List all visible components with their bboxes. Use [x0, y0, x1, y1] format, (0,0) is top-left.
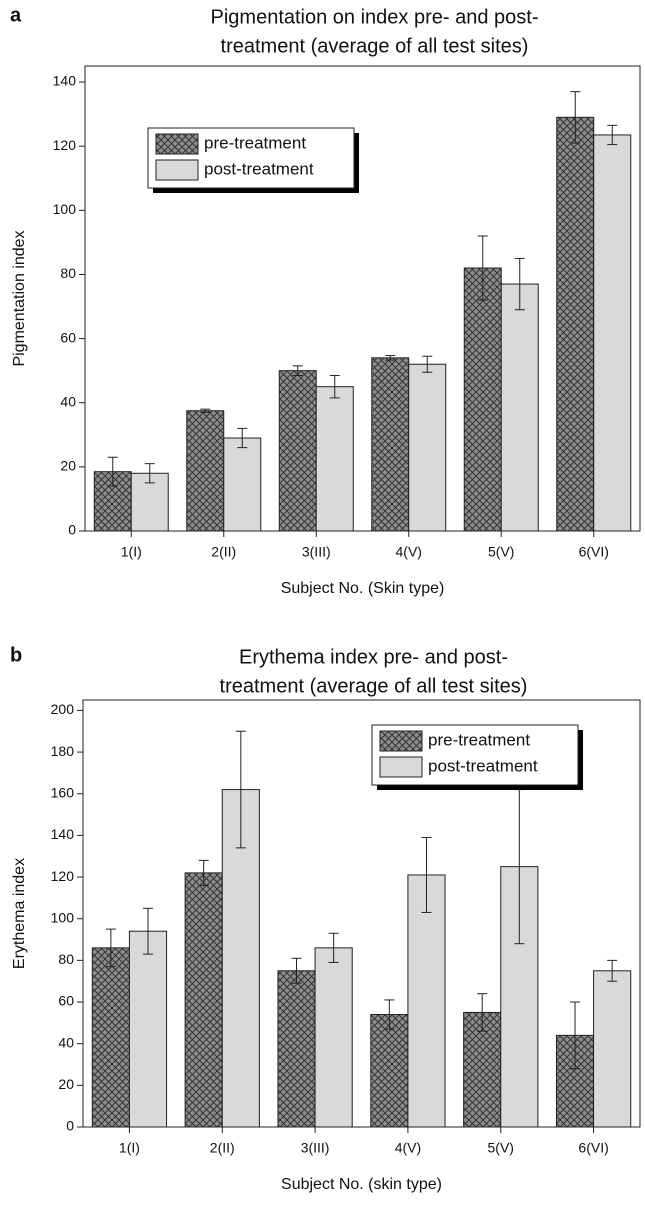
y-tick-label: 20: [60, 458, 76, 474]
bar: [593, 134, 632, 532]
chart-title: Pigmentation on index pre- and post-: [211, 6, 539, 28]
error-bar: [607, 124, 618, 146]
bar: [371, 357, 410, 532]
bar: [91, 947, 130, 1128]
x-tick-label: 5(V): [488, 544, 514, 560]
error-bar: [385, 355, 396, 361]
bar: [593, 970, 632, 1128]
chart-title: treatment (average of all test sites): [221, 35, 529, 57]
error-bar: [328, 932, 339, 963]
y-tick-label: 180: [51, 743, 75, 759]
error-bar: [421, 836, 432, 913]
error-bar: [291, 957, 302, 984]
x-tick-label: 3(III): [302, 544, 331, 560]
legend-swatch: [379, 756, 423, 778]
x-tick-label: 3(III): [301, 1140, 330, 1156]
y-tick-label: 80: [58, 951, 74, 967]
plot-frame: [84, 65, 641, 532]
bar: [278, 370, 317, 532]
legend-label: pre-treatment: [428, 730, 530, 749]
bar: [184, 872, 223, 1128]
y-tick-label: 140: [53, 73, 77, 89]
bar: [500, 283, 539, 532]
error-bar: [607, 959, 618, 982]
legend-label: pre-treatment: [204, 133, 306, 152]
error-bar: [384, 999, 395, 1030]
error-bar: [107, 456, 118, 487]
bar: [315, 386, 354, 532]
x-tick-label: 2(II): [210, 1140, 235, 1156]
bar: [408, 363, 447, 532]
x-tick-label: 6(VI): [579, 544, 609, 560]
error-bar: [514, 257, 525, 311]
y-tick-label: 120: [53, 137, 77, 153]
y-tick-label: 0: [66, 1118, 74, 1134]
bar: [370, 1014, 409, 1128]
y-tick-label: 60: [60, 329, 76, 345]
y-tick-label: 40: [58, 1034, 74, 1050]
error-bar: [329, 374, 340, 399]
bar: [223, 437, 262, 532]
x-tick-label: 1(I): [121, 544, 142, 560]
error-bar: [570, 1001, 581, 1070]
error-bar: [237, 427, 248, 449]
y-tick-label: 160: [51, 784, 75, 800]
x-axis-label: Subject No. (Skin type): [281, 580, 445, 597]
error-bar: [105, 928, 116, 968]
error-bar: [235, 730, 246, 849]
error-bar: [477, 235, 488, 301]
y-tick-label: 100: [53, 201, 77, 217]
panel-label: b: [10, 644, 22, 666]
error-bar: [477, 993, 488, 1032]
x-tick-label: 4(V): [395, 1140, 421, 1156]
x-tick-label: 2(II): [211, 544, 236, 560]
error-bar: [200, 408, 211, 413]
y-tick-label: 0: [68, 522, 76, 538]
x-tick-label: 4(V): [396, 544, 422, 560]
legend-label: post-treatment: [428, 756, 538, 775]
y-tick-label: 100: [51, 909, 75, 925]
x-axis-label: Subject No. (skin type): [281, 1176, 442, 1193]
x-tick-label: 5(V): [488, 1140, 514, 1156]
error-bar: [292, 365, 303, 376]
x-tick-label: 1(I): [119, 1140, 140, 1156]
bar: [277, 970, 316, 1128]
y-tick-label: 140: [51, 826, 75, 842]
y-axis-label: Erythema index: [11, 858, 28, 969]
bar: [186, 410, 225, 532]
y-tick-label: 120: [51, 868, 75, 884]
y-tick-label: 80: [60, 265, 76, 281]
y-tick-label: 20: [58, 1076, 74, 1092]
chart-title: Erythema index pre- and post-: [239, 646, 508, 668]
plot-frame: [82, 699, 641, 1128]
error-bar: [144, 463, 155, 484]
error-bar: [570, 91, 581, 144]
legend-swatch: [155, 159, 199, 181]
bar: [407, 874, 446, 1128]
y-tick-label: 200: [51, 701, 75, 717]
legend-swatch: [155, 133, 199, 155]
chart-title: treatment (average of all test sites): [220, 675, 528, 697]
bar: [314, 947, 353, 1128]
y-axis-label: Pigmentation index: [11, 230, 28, 366]
legend-label: post-treatment: [204, 159, 314, 178]
error-bar: [198, 859, 209, 886]
legend-swatch: [379, 730, 423, 752]
bar: [463, 267, 502, 532]
y-tick-label: 40: [60, 393, 76, 409]
error-bar: [142, 907, 153, 955]
error-bar: [422, 355, 433, 373]
y-tick-label: 60: [58, 993, 74, 1009]
x-tick-label: 6(VI): [578, 1140, 608, 1156]
panel-label: a: [10, 4, 22, 26]
bar: [556, 116, 595, 532]
bar: [128, 930, 168, 1128]
